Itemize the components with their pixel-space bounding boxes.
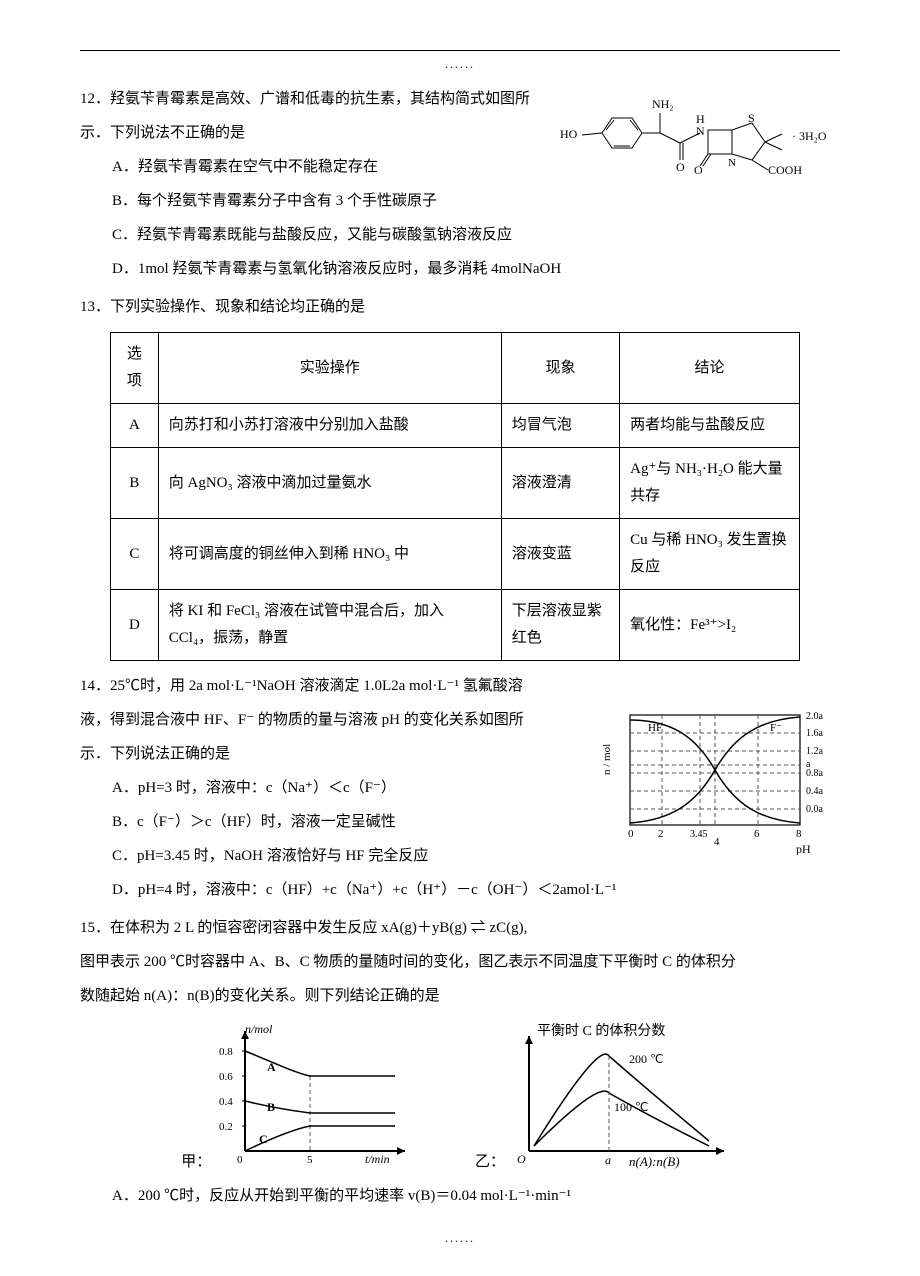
chart1-label: 甲： [181,1150,211,1171]
xlab: t/min [365,1152,390,1166]
xlab: pH [796,842,811,855]
ylab: n / mol [601,744,613,775]
q13-stem: 13．下列实验操作、现象和结论均正确的是 [80,292,840,322]
ytick: 0.8 [219,1046,233,1058]
a: a [605,1153,611,1167]
ylab: n/mol [245,1022,273,1036]
xtick: 6 [754,828,760,840]
q15-line2: 图甲表示 200 ℃时容器中 A、B、C 物质的量随时间的变化，图乙表示不同温度… [80,947,840,977]
label-b: B [267,1100,275,1114]
q12-b: B．每个羟氨苄青霉素分子中含有 3 个手性碳原子 [80,186,840,216]
label-n2: N [728,157,736,169]
label-hydrate: · 3H₂O [792,129,827,143]
table-row: Ag⁺与 NH₃·H₂O 能大量共存 [620,448,800,519]
t200: 200 ℃ [629,1052,663,1066]
table-row: 将可调高度的铜丝伸入到稀 HNO₃ 中 [158,519,501,590]
xtick: 4 [714,836,720,848]
xtick: 3.45 [690,829,708,840]
ytick: 0.6 [219,1071,233,1083]
t100: 100 ℃ [614,1100,648,1114]
q14-stem1: 14．25℃时，用 2a mol·L⁻¹NaOH 溶液滴定 1.0L2a mol… [80,671,840,701]
chart2: 平衡时 C 的体积分数 200 ℃ 100 ℃ O a n(A):n(B) [509,1021,739,1171]
q13-table: 选项 实验操作 现象 结论 A 向苏打和小苏打溶液中分别加入盐酸 均冒气泡 两者… [110,332,800,661]
label-o2: O [694,163,703,177]
th-opt: 选项 [111,333,159,404]
label-ho: HO [560,127,578,141]
xtick: 2 [658,828,664,840]
xtick: 0 [628,828,634,840]
ytick: 0.4a [806,786,824,797]
q12-d: D．1mol 羟氨苄青霉素与氢氧化钠溶液反应时，最多消耗 4molNaOH [80,254,840,284]
table-row: D [111,590,159,661]
ytick: 0 [237,1154,243,1166]
table-row: 均冒气泡 [501,404,619,448]
q14-d: D．pH=4 时，溶液中：c（HF）+c（Na⁺）+c（H⁺）－c（OH⁻）＜2… [80,875,840,905]
xtick5: 5 [307,1154,313,1166]
q15-a: A．200 ℃时，反应从开始到平衡的平均速率 v(B)＝0.04 mol·L⁻¹… [80,1181,840,1211]
q12-c: C．羟氨苄青霉素既能与盐酸反应，又能与碳酸氢钠溶液反应 [80,220,840,250]
curve1-label: HF [648,722,662,734]
chart1: 0.2 0.4 0.6 0.8 0 n/mol 5 t/min A B C [215,1021,415,1171]
q15-stem: 15．在体积为 2 L 的恒容密闭容器中发生反应 xA(g)＋yB(g) ⇌ z… [80,913,840,943]
label-nh2: NH₂ [652,97,674,111]
ytick: 2.0a [806,711,824,722]
ytick: 0.4 [219,1096,233,1108]
q14-graph: HF F⁻ 2.0a 1.6a 1.2a a 0.8a 0.4a 0.0a 0 … [600,705,840,855]
th-ph: 现象 [501,333,619,404]
title: 平衡时 C 的体积分数 [537,1023,665,1039]
table-row: 向 AgNO₃ 溶液中滴加过量氨水 [158,448,501,519]
label-n: N [696,124,705,138]
ytick: 0.2 [219,1121,233,1133]
q15-line3: 数随起始 n(A)：n(B)的变化关系。则下列结论正确的是 [80,981,840,1011]
ytick: 1.6a [806,728,824,739]
label-c: C [259,1132,268,1146]
th-con: 结论 [620,333,800,404]
label-a: A [267,1060,276,1074]
label-o1: O [676,160,685,174]
O: O [517,1152,526,1166]
label-cooh: COOH [768,163,802,177]
table-row: C [111,519,159,590]
ytick: 0.8a [806,768,824,779]
top-rule [80,50,840,51]
table-row: 溶液变蓝 [501,519,619,590]
th-op: 实验操作 [158,333,501,404]
table-row: A [111,404,159,448]
label-s: S [748,111,755,125]
bottom-dots: ...... [80,1231,840,1246]
table-row: 氧化性：Fe³⁺>I₂ [620,590,800,661]
xtick: 8 [796,828,802,840]
xlab: n(A):n(B) [629,1154,680,1169]
molecule-figure: HO NH₂ O H N O S N [560,88,840,178]
table-row: 下层溶液显紫红色 [501,590,619,661]
ytick: 0.0a [806,804,824,815]
table-row: 将 KI 和 FeCl₃ 溶液在试管中混合后，加入 CCl₄，振荡，静置 [158,590,501,661]
table-row: 两者均能与盐酸反应 [620,404,800,448]
table-row: B [111,448,159,519]
table-row: 溶液澄清 [501,448,619,519]
curve2-label: F⁻ [770,722,782,734]
top-dots: ...... [80,57,840,72]
table-row: Cu 与稀 HNO₃ 发生置换反应 [620,519,800,590]
table-row: 向苏打和小苏打溶液中分别加入盐酸 [158,404,501,448]
ytick: 1.2a [806,746,824,757]
chart2-label: 乙： [475,1150,505,1171]
